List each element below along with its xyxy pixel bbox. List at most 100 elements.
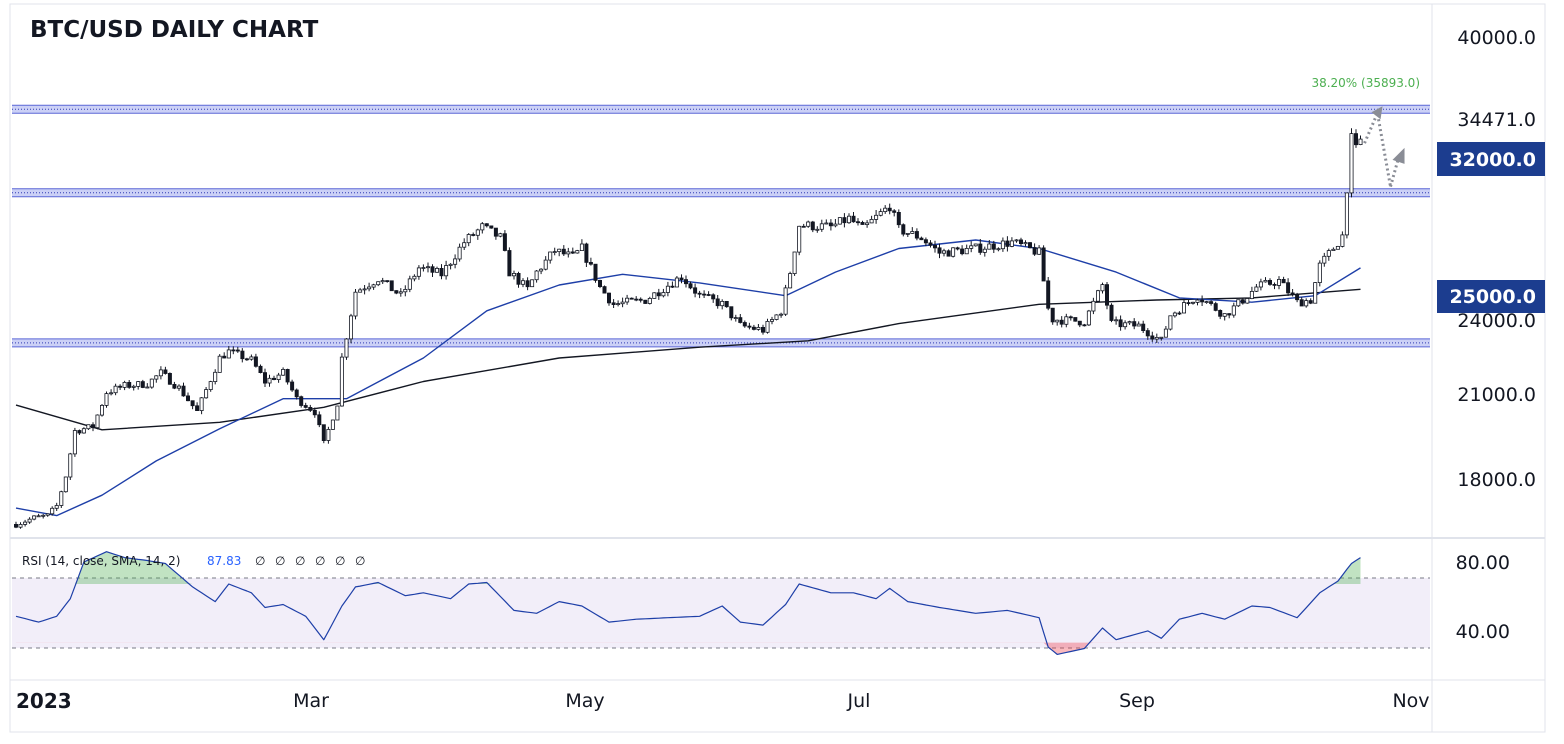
candle-body [1354,133,1359,146]
candle-body [41,514,46,517]
candle-body [1163,328,1168,338]
x-label-nov: Nov [1392,690,1429,712]
candle-body [308,406,313,411]
candle-body [1272,283,1277,286]
candle-body [244,358,249,361]
sma50-line [15,239,1361,517]
candle-body [13,524,18,528]
candle-body [1236,299,1241,307]
candle-body [1073,317,1078,322]
candle-body [1041,247,1046,282]
candle-body [412,275,417,280]
candle-body [1204,301,1209,304]
candle-body [1000,240,1005,250]
candle-body [59,491,64,506]
candle-body [45,513,50,516]
candle-body [258,365,263,373]
candle-body [348,315,353,340]
candle-body [154,375,159,380]
candle-body [575,250,580,254]
candle-body [317,414,322,426]
candle-body [54,505,59,509]
price-box-25000 [1437,280,1545,313]
candle-body [738,317,743,323]
candle-body [842,217,847,224]
candle-body [466,234,471,244]
candle-body [942,250,947,254]
candle-body [729,306,734,319]
candle-body [36,515,41,518]
candle-body [1258,281,1263,288]
candle-body [530,279,535,288]
candle-body [63,476,68,493]
candle-body [928,242,933,246]
rsi-line [15,551,1361,655]
candle-body [1281,278,1286,284]
candle-body [493,227,498,237]
candle-body [978,243,983,253]
candle-body [1141,323,1146,332]
candle-body [1317,262,1322,284]
candle-body [1009,240,1014,247]
candle-body [865,222,870,225]
candle-body [702,293,707,296]
arrow-rebound [1389,157,1400,188]
candle-body [756,326,761,330]
arrow-down-to-support [1377,118,1392,187]
candle-body [471,234,476,236]
candle-body [145,386,150,389]
candle-body [783,287,788,315]
candle-body [579,243,584,251]
candle-body [684,279,689,285]
rsi-extra-1: ∅ [255,554,265,568]
rsi-overbought-fill [16,551,1361,584]
candle-body [1028,242,1033,249]
candle-body [1340,234,1345,247]
candle-body [353,291,358,317]
projection-arrows [1363,106,1405,188]
candle-body [453,258,458,265]
candle-body [602,286,607,294]
candle-body [516,272,521,285]
rsi-extra-2: ∅ [275,554,285,568]
candle-body [118,385,123,388]
y-tick-24000: 24000.0 [1457,310,1536,332]
x-label-jul: Jul [847,690,871,712]
candle-body [815,228,820,231]
candle-body [1299,299,1304,307]
rsi-value: 87.83 [207,554,241,568]
candle-body [1077,320,1082,326]
candle-body [598,279,603,287]
fib-level-label: 38.20% (35893.0) [1311,76,1420,90]
candle-body [1100,284,1105,292]
candle-body [770,319,775,322]
candle-body [674,277,679,288]
candle-body [235,349,240,352]
rsi-extra-5: ∅ [335,554,345,568]
candle-body [851,215,856,223]
sma200-layer [15,288,1361,431]
candle-body [489,225,494,229]
candle-body [1064,316,1069,325]
candle-body [462,242,467,248]
arrow-head-rebound [1392,147,1405,164]
candle-body [380,280,385,283]
candle-body [253,356,258,367]
x-label-2023: 2023 [16,689,72,713]
candle-body [1335,245,1340,250]
candle-body [1186,302,1191,305]
candle-body [837,217,842,225]
candle-body [539,268,544,272]
candle-body [679,277,684,281]
candle-body [616,303,621,306]
candle-body [299,396,304,406]
candle-body [1172,312,1177,317]
candle-body [887,207,892,212]
chart-frame [9,3,1546,733]
candle-body [1123,322,1128,328]
arrow-up-to-fib [1363,114,1378,144]
candle-body [330,419,335,430]
candle-body [1213,303,1218,311]
candle-body [122,381,127,388]
